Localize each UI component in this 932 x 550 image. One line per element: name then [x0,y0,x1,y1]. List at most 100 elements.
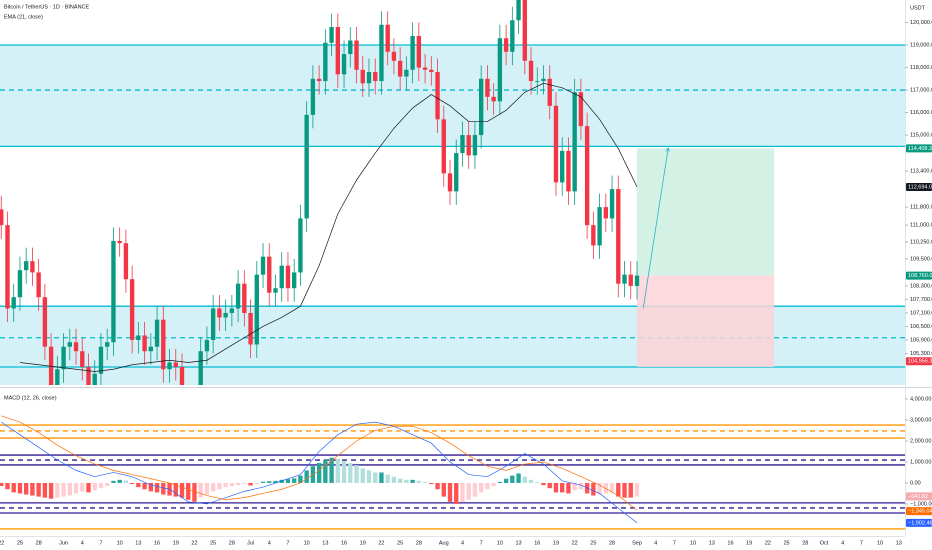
histogram-bar [254,482,259,485]
y-tick-label: 111,000.00 [910,223,932,229]
histogram-bar [634,482,640,497]
x-tick-label: 22 [378,540,384,546]
x-tick-label: 4 [841,540,844,546]
histogram-bar [267,481,272,483]
histogram-bar [566,482,571,494]
x-tick-label: 25 [397,540,403,546]
x-tick-label: 19 [746,540,752,546]
histogram-bar [210,482,216,492]
x-tick-label: 19 [360,540,366,546]
candle-body [441,119,446,174]
candle-body [528,60,534,82]
histogram-bar [229,482,235,487]
y-tick-label: 1,000.00 [910,459,931,465]
candle-body [92,373,97,385]
y-tick-label: 109,500.00 [910,256,932,262]
x-tick-label: 7 [673,540,676,546]
histogram-bar [478,482,484,493]
histogram-bar [55,482,60,498]
candle-body [497,38,503,102]
candle-body [547,78,552,106]
candle-body [366,72,372,84]
candle-body [553,105,559,183]
x-tick-label: 4 [654,540,657,546]
histogram-bar [547,482,552,489]
histogram-bar [242,482,247,485]
histogram-bar [510,475,515,483]
candle-body [391,51,397,61]
price-label: 114,408.33 [908,146,932,152]
y-tick-label: 115,000.00 [910,133,932,139]
histogram-bar [354,465,359,483]
candle-body [111,240,116,343]
x-tick-label: 4 [268,540,271,546]
price-label-box [906,507,932,516]
candle-body [435,72,440,120]
x-tick-label: 4 [461,540,464,546]
histogram-bar [447,482,453,502]
candle-body [472,135,478,156]
candle-body [535,81,540,82]
histogram-bar [591,482,596,496]
y-tick-label: 108,300.00 [910,283,932,289]
histogram-bar [553,482,559,493]
histogram-bar [348,463,353,483]
price-label-box [906,492,932,501]
candle-body [385,24,390,52]
histogram-bar [98,482,104,489]
x-tick-label: 28 [36,540,42,546]
x-tick-label: 28 [609,540,615,546]
x-tick-label: 13 [516,540,522,546]
candle-body [478,78,484,136]
histogram-bar [335,458,340,483]
y-tick-label: 105,300.00 [910,351,932,357]
x-tick-label: 16 [341,540,347,546]
candle-body [210,308,216,340]
histogram-bar [217,482,222,490]
candle-body [622,274,627,284]
histogram-bar [80,482,85,492]
x-tick-label: 22 [765,540,771,546]
candle-body [36,272,41,298]
candle-body [628,274,633,286]
histogram-bar [528,479,534,483]
price-label: 108,760.01 [908,273,932,279]
histogram-bar [117,479,122,483]
candle-body [304,114,309,219]
candle-body [429,69,434,73]
candle-body [410,36,415,70]
candle-body [167,362,172,370]
candle-body [223,312,228,318]
x-tick-label: Jun [59,540,68,546]
y-tick-label: 105,900.00 [910,337,932,343]
histogram-bar [142,482,147,490]
price-label: −641.82 [908,494,928,500]
candle-body [161,319,166,370]
macd-title: MACD (12, 26, close) [4,395,57,401]
x-tick-label: Aug [439,540,449,546]
histogram-bar [435,482,440,490]
candle-body [560,150,565,183]
projection-arrow [642,148,668,309]
x-tick-label: Oct [820,540,829,546]
histogram-bar [578,482,584,490]
histogram-bar [397,478,403,483]
x-tick-label: 22 [0,540,4,546]
candle-body [491,96,496,102]
y-tick-label: 3,000.00 [910,417,931,423]
macd-line [1,415,638,511]
histogram-bar [535,481,540,483]
candle-body [416,36,422,68]
y-tick-label: 110,250.00 [910,239,932,245]
candle-body [360,69,365,84]
candle-body [510,20,515,52]
y-tick-label: 117,000.00 [910,88,932,94]
x-tick-label: 25 [17,540,23,546]
candle-body [373,72,378,82]
candle-body [142,335,147,352]
histogram-bar [472,482,478,497]
histogram-bar [628,482,633,498]
histogram-bar [86,482,91,493]
price-label-box [906,518,932,527]
